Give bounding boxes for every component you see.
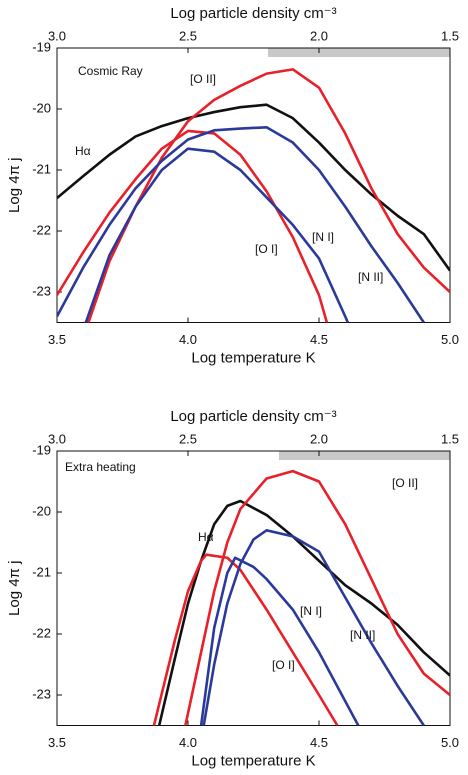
line-series [57, 129, 329, 323]
y-axis-title: Log 4π j [6, 561, 23, 616]
x2-axis-title: Log particle density cm⁻³ [170, 5, 336, 22]
line-series [152, 553, 339, 726]
x-tick-label: 5.0 [441, 332, 459, 347]
line-series [202, 529, 425, 726]
series-label: [N I] [300, 604, 322, 618]
series-label: Hα [198, 530, 214, 544]
line-series [57, 126, 425, 323]
x-axis-title: Log temperature K [191, 752, 315, 769]
x-tick-label: 4.5 [310, 735, 328, 750]
series-label: Hα [75, 144, 91, 158]
line-series [184, 469, 450, 726]
x2-tick-label: 3.0 [48, 431, 66, 446]
range-bar [268, 48, 450, 57]
series-label: [O I] [272, 658, 295, 672]
x-tick-label: 5.0 [441, 735, 459, 750]
x2-tick-label: 2.5 [179, 431, 197, 446]
panel-title: Extra heating [65, 460, 136, 474]
line-series [84, 147, 350, 323]
y-tick-label: -22 [32, 625, 51, 640]
plot-frame [56, 450, 451, 726]
x-tick-label: 4.0 [179, 332, 197, 347]
series-label: [N II] [358, 270, 383, 284]
y-axis-title: Log 4π j [6, 158, 23, 213]
line-series [87, 68, 450, 323]
y-tick-label: -23 [32, 686, 51, 701]
x-tick-label: 3.5 [48, 735, 66, 750]
x-tick-label: 3.5 [48, 332, 66, 347]
x2-tick-label: 1.5 [441, 431, 459, 446]
x2-axis-title: Log particle density cm⁻³ [170, 408, 336, 425]
y-tick-label: -21 [32, 161, 51, 176]
x2-tick-label: 2.0 [310, 431, 328, 446]
y-tick-label: -19 [32, 442, 51, 457]
x-axis-title: Log temperature K [191, 349, 315, 366]
y-tick-label: -20 [32, 100, 51, 115]
series-label: [O II] [392, 476, 418, 490]
series-label: [O I] [255, 242, 278, 256]
line-series [57, 103, 450, 272]
y-tick-label: -22 [32, 222, 51, 237]
x2-tick-label: 1.5 [441, 28, 459, 43]
y-tick-label: -23 [32, 283, 51, 298]
y-tick-label: -20 [32, 503, 51, 518]
x2-tick-label: 2.5 [179, 28, 197, 43]
plot-frame [56, 47, 451, 323]
y-tick-label: -19 [32, 39, 51, 54]
series-label: [N I] [312, 230, 334, 244]
x-tick-label: 4.0 [179, 735, 197, 750]
range-bar [279, 451, 450, 460]
line-series [199, 556, 360, 726]
series-label: [O II] [190, 72, 216, 86]
x-tick-label: 4.5 [310, 332, 328, 347]
x2-tick-label: 2.0 [310, 28, 328, 43]
y-tick-label: -21 [32, 564, 51, 579]
x2-tick-label: 3.0 [48, 28, 66, 43]
series-label: [N II] [350, 628, 375, 642]
panel-title: Cosmic Ray [78, 64, 143, 78]
